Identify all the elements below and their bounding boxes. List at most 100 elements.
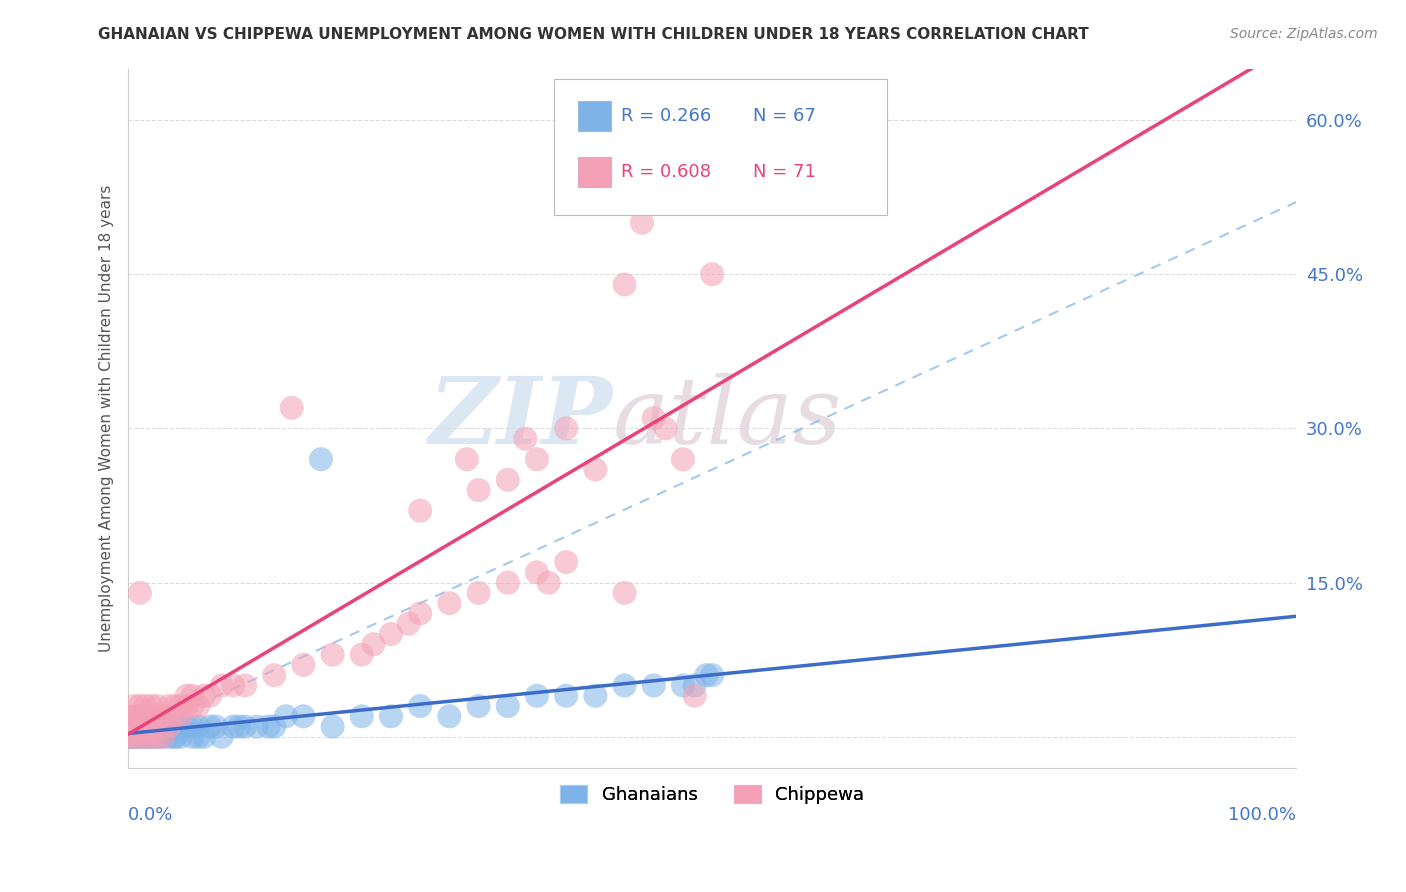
Point [398, 616, 420, 631]
Point [135, 730, 157, 744]
Point [152, 720, 174, 734]
Point [146, 698, 169, 713]
Point [350, 709, 373, 723]
Point [198, 689, 221, 703]
Point [496, 473, 519, 487]
Point [152, 730, 174, 744]
Point [141, 698, 163, 713]
Point [211, 730, 233, 744]
Point [141, 730, 163, 744]
Point [117, 720, 139, 734]
Point [117, 730, 139, 744]
Point [467, 483, 489, 497]
Point [198, 720, 221, 734]
Point [537, 575, 560, 590]
Point [129, 720, 152, 734]
Point [309, 452, 332, 467]
Point [157, 720, 180, 734]
Point [152, 730, 174, 744]
Point [222, 720, 245, 734]
Point [363, 637, 385, 651]
Point [146, 730, 169, 744]
Point [409, 503, 432, 517]
Point [257, 720, 280, 734]
Point [526, 452, 548, 467]
Point [555, 421, 578, 435]
Point [409, 607, 432, 621]
Point [163, 698, 186, 713]
Text: ZIP: ZIP [429, 373, 613, 463]
Point [170, 720, 193, 734]
Text: Source: ZipAtlas.com: Source: ZipAtlas.com [1230, 27, 1378, 41]
Point [409, 698, 432, 713]
Legend: Ghanaians, Chippewa: Ghanaians, Chippewa [553, 777, 872, 811]
Point [292, 657, 315, 672]
Point [176, 689, 198, 703]
Text: N = 67: N = 67 [754, 107, 815, 125]
Point [322, 720, 344, 734]
Point [672, 678, 695, 692]
Point [467, 586, 489, 600]
Point [122, 730, 145, 744]
Point [129, 586, 152, 600]
Text: R = 0.266: R = 0.266 [621, 107, 711, 125]
Point [146, 730, 169, 744]
Text: atlas: atlas [613, 373, 842, 463]
Point [555, 689, 578, 703]
Point [122, 730, 145, 744]
Point [176, 698, 198, 713]
Text: 100.0%: 100.0% [1227, 806, 1296, 824]
Point [157, 698, 180, 713]
Point [672, 452, 695, 467]
Point [496, 575, 519, 590]
Point [157, 730, 180, 744]
Point [350, 648, 373, 662]
Point [117, 730, 139, 744]
Point [263, 668, 285, 682]
FancyBboxPatch shape [578, 157, 610, 187]
Point [141, 730, 163, 744]
Point [683, 689, 706, 703]
Point [631, 216, 654, 230]
Y-axis label: Unemployment Among Women with Children Under 18 years: Unemployment Among Women with Children U… [100, 185, 114, 652]
Point [135, 730, 157, 744]
Point [205, 720, 228, 734]
Point [439, 596, 461, 610]
Point [176, 720, 198, 734]
Point [222, 678, 245, 692]
FancyBboxPatch shape [578, 101, 610, 131]
Point [246, 720, 269, 734]
Point [117, 709, 139, 723]
Point [157, 720, 180, 734]
Point [141, 730, 163, 744]
Point [129, 730, 152, 744]
Point [129, 709, 152, 723]
Point [122, 698, 145, 713]
Point [683, 678, 706, 692]
Point [702, 668, 724, 682]
Point [117, 730, 139, 744]
Point [322, 648, 344, 662]
Point [163, 730, 186, 744]
Point [152, 709, 174, 723]
Point [695, 668, 717, 682]
Point [439, 709, 461, 723]
Point [117, 730, 139, 744]
Point [643, 411, 665, 425]
Point [129, 720, 152, 734]
Point [170, 698, 193, 713]
Point [122, 730, 145, 744]
Point [170, 730, 193, 744]
Point [233, 720, 256, 734]
Point [555, 555, 578, 569]
Point [181, 730, 204, 744]
Point [163, 709, 186, 723]
Point [292, 709, 315, 723]
Point [380, 709, 402, 723]
Point [211, 678, 233, 692]
Point [141, 720, 163, 734]
Point [163, 730, 186, 744]
Text: GHANAIAN VS CHIPPEWA UNEMPLOYMENT AMONG WOMEN WITH CHILDREN UNDER 18 YEARS CORRE: GHANAIAN VS CHIPPEWA UNEMPLOYMENT AMONG … [98, 27, 1090, 42]
Point [583, 462, 606, 476]
Point [141, 720, 163, 734]
